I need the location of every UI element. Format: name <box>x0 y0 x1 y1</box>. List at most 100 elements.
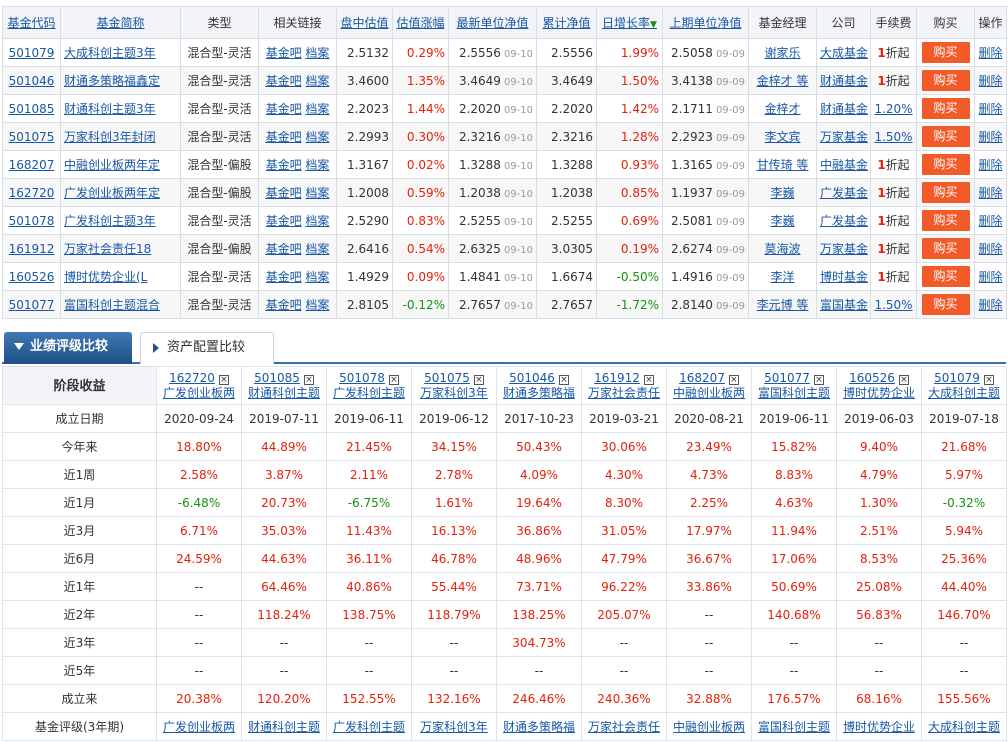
compare-fund-code-link[interactable]: 501079 <box>934 371 980 385</box>
buy-button[interactable]: 购买 <box>921 154 970 175</box>
tab-asset-allocation[interactable]: 资产配置比较 <box>140 332 274 364</box>
tab-performance-rating[interactable]: 业绩评级比较 <box>4 332 132 364</box>
compare-fund-code-link[interactable]: 160526 <box>849 371 895 385</box>
fund-name-link[interactable]: 财通多策略福鑫定 <box>60 66 181 95</box>
remove-fund-icon[interactable]: × <box>643 375 654 385</box>
fund-company-link[interactable]: 中融基金 <box>816 150 871 179</box>
delete-link[interactable]: 删除 <box>974 150 1007 179</box>
compare-fund-code-link[interactable]: 501085 <box>254 371 300 385</box>
fund-name-link[interactable]: 财通科创主题3年 <box>60 94 181 123</box>
buy-button[interactable]: 购买 <box>921 210 970 231</box>
fund-manager-link[interactable]: 李巍 <box>748 206 817 235</box>
fund-profile-link[interactable]: 档案 <box>305 270 330 284</box>
buy-button[interactable]: 购买 <box>921 70 970 91</box>
fund-name-link[interactable]: 大成科创主题3年 <box>60 38 181 67</box>
fund-profile-link[interactable]: 档案 <box>305 102 330 116</box>
fund-rating-link[interactable]: 博时优势企业 <box>836 712 922 741</box>
column-header-8[interactable]: 日增长率▼ <box>596 6 663 39</box>
fund-profile-link[interactable]: 档案 <box>305 130 330 144</box>
fund-manager-link[interactable]: 甘传琦 等 <box>748 150 817 179</box>
delete-link[interactable]: 删除 <box>974 178 1007 207</box>
fund-code-link[interactable]: 501075 <box>2 122 61 151</box>
fund-manager-link[interactable]: 莫海波 <box>748 234 817 263</box>
compare-fund-name-link[interactable]: 广发科创主题 <box>332 386 405 400</box>
remove-fund-icon[interactable]: × <box>558 375 569 385</box>
fund-company-link[interactable]: 万家基金 <box>816 234 871 263</box>
column-header-6[interactable]: 最新单位净值 <box>448 6 537 39</box>
fund-rating-link[interactable]: 财通科创主题 <box>241 712 327 741</box>
fund-manager-link[interactable]: 李巍 <box>748 178 817 207</box>
compare-fund-name-link[interactable]: 财通科创主题 <box>247 386 320 400</box>
remove-fund-icon[interactable]: × <box>898 375 909 385</box>
fund-rating-link[interactable]: 财通多策略福 <box>496 712 582 741</box>
fund-rating-link[interactable]: 中融创业板两 <box>666 712 752 741</box>
fund-profile-link[interactable]: 档案 <box>305 74 330 88</box>
remove-fund-icon[interactable]: × <box>303 375 314 385</box>
compare-fund-code-link[interactable]: 161912 <box>594 371 640 385</box>
fund-forum-link[interactable]: 基金吧 <box>265 158 302 172</box>
fund-forum-link[interactable]: 基金吧 <box>265 270 302 284</box>
compare-fund-name-link[interactable]: 广发创业板两 <box>162 386 235 400</box>
fund-name-link[interactable]: 富国科创主题混合 <box>60 290 181 319</box>
compare-fund-name-link[interactable]: 万家科创3年 <box>420 386 488 400</box>
fund-company-link[interactable]: 广发基金 <box>816 206 871 235</box>
fund-manager-link[interactable]: 李文宾 <box>748 122 817 151</box>
fund-code-link[interactable]: 160526 <box>2 262 61 291</box>
column-header-1[interactable]: 基金简称 <box>60 6 181 39</box>
fund-rating-link[interactable]: 万家科创3年 <box>411 712 497 741</box>
fund-profile-link[interactable]: 档案 <box>305 186 330 200</box>
fund-manager-link[interactable]: 金梓才 <box>748 94 817 123</box>
fund-code-link[interactable]: 501077 <box>2 290 61 319</box>
buy-button[interactable]: 购买 <box>921 98 970 119</box>
fund-code-link[interactable]: 168207 <box>2 150 61 179</box>
fund-company-link[interactable]: 富国基金 <box>816 290 871 319</box>
fund-rating-link[interactable]: 富国科创主题 <box>751 712 837 741</box>
column-header-9[interactable]: 上期单位净值 <box>662 6 749 39</box>
fee-rate[interactable]: 1.20% <box>870 94 917 123</box>
remove-fund-icon[interactable]: × <box>388 375 399 385</box>
buy-button[interactable]: 购买 <box>921 182 970 203</box>
fund-forum-link[interactable]: 基金吧 <box>265 74 302 88</box>
fund-company-link[interactable]: 万家基金 <box>816 122 871 151</box>
fee-rate[interactable]: 1.50% <box>870 122 917 151</box>
fund-code-link[interactable]: 501085 <box>2 94 61 123</box>
fund-company-link[interactable]: 财通基金 <box>816 94 871 123</box>
buy-button[interactable]: 购买 <box>921 126 970 147</box>
fund-code-link[interactable]: 162720 <box>2 178 61 207</box>
fund-name-link[interactable]: 万家科创3年封闭 <box>60 122 181 151</box>
compare-fund-name-link[interactable]: 中融创业板两 <box>672 386 745 400</box>
remove-fund-icon[interactable]: × <box>473 375 484 385</box>
fund-manager-link[interactable]: 谢家乐 <box>748 38 817 67</box>
delete-link[interactable]: 删除 <box>974 262 1007 291</box>
delete-link[interactable]: 删除 <box>974 38 1007 67</box>
delete-link[interactable]: 删除 <box>974 234 1007 263</box>
remove-fund-icon[interactable]: × <box>218 375 229 385</box>
fund-manager-link[interactable]: 金梓才 等 <box>748 66 817 95</box>
compare-fund-code-link[interactable]: 501075 <box>424 371 470 385</box>
fund-forum-link[interactable]: 基金吧 <box>265 130 302 144</box>
fund-manager-link[interactable]: 李元博 等 <box>748 290 817 319</box>
compare-fund-name-link[interactable]: 大成科创主题 <box>927 386 1000 400</box>
fund-forum-link[interactable]: 基金吧 <box>265 298 302 312</box>
fund-forum-link[interactable]: 基金吧 <box>265 102 302 116</box>
compare-fund-code-link[interactable]: 501046 <box>509 371 555 385</box>
fund-name-link[interactable]: 广发创业板两年定 <box>60 178 181 207</box>
compare-fund-name-link[interactable]: 万家社会责任 <box>587 386 660 400</box>
compare-fund-name-link[interactable]: 博时优势企业 <box>842 386 915 400</box>
fund-name-link[interactable]: 广发科创主题3年 <box>60 206 181 235</box>
buy-button[interactable]: 购买 <box>921 294 970 315</box>
fund-forum-link[interactable]: 基金吧 <box>265 46 302 60</box>
fund-company-link[interactable]: 博时基金 <box>816 262 871 291</box>
delete-link[interactable]: 删除 <box>974 94 1007 123</box>
fund-company-link[interactable]: 财通基金 <box>816 66 871 95</box>
fund-rating-link[interactable]: 广发科创主题 <box>326 712 412 741</box>
remove-fund-icon[interactable]: × <box>813 375 824 385</box>
compare-fund-code-link[interactable]: 501078 <box>339 371 385 385</box>
delete-link[interactable]: 删除 <box>974 122 1007 151</box>
fund-profile-link[interactable]: 档案 <box>305 46 330 60</box>
fund-forum-link[interactable]: 基金吧 <box>265 242 302 256</box>
fund-code-link[interactable]: 501079 <box>2 38 61 67</box>
fund-name-link[interactable]: 万家社会责任18 <box>60 234 181 263</box>
column-header-7[interactable]: 累计净值 <box>536 6 597 39</box>
fund-code-link[interactable]: 501046 <box>2 66 61 95</box>
